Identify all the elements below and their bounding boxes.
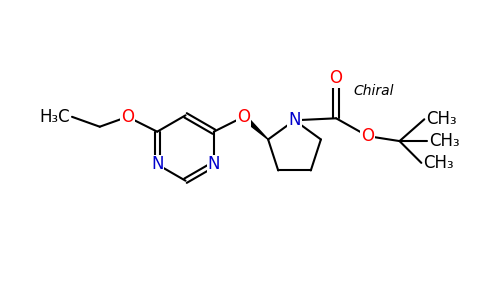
Text: O: O	[237, 108, 250, 126]
Text: CH₃: CH₃	[426, 110, 457, 128]
Text: N: N	[151, 155, 164, 173]
Text: CH₃: CH₃	[424, 154, 454, 172]
Text: O: O	[330, 69, 343, 87]
Polygon shape	[242, 115, 268, 140]
Text: CH₃: CH₃	[429, 132, 460, 150]
Text: N: N	[208, 155, 220, 173]
Text: Chiral: Chiral	[353, 84, 394, 98]
Text: N: N	[288, 111, 301, 129]
Text: O: O	[362, 127, 374, 145]
Text: H₃C: H₃C	[39, 108, 70, 126]
Text: O: O	[121, 108, 134, 126]
